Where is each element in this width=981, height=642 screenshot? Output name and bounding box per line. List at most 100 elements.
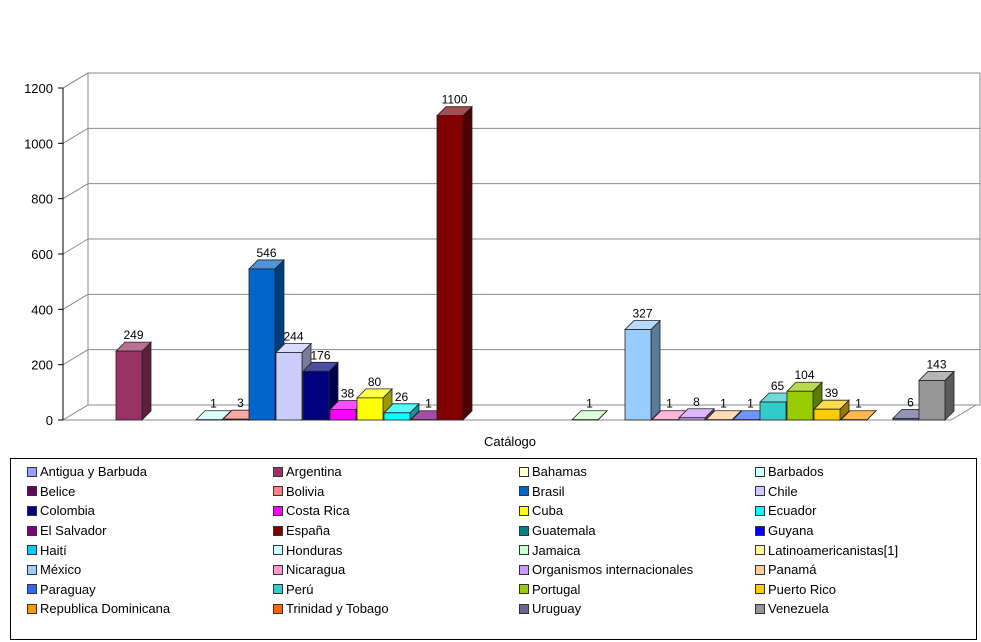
legend-label: Latinoamericanistas[1] <box>768 542 899 558</box>
bar-value-label: 6 <box>907 395 914 409</box>
bar-front <box>786 390 814 421</box>
bar-value-label: 327 <box>632 307 652 321</box>
legend-item: Belice <box>27 482 273 502</box>
legend-label: Barbados <box>768 464 824 480</box>
legend-label: Jamaica <box>532 542 581 558</box>
bar-front <box>302 370 330 421</box>
legend-swatch <box>755 486 765 497</box>
bar-value-label: 176 <box>310 348 330 362</box>
legend-label: Argentina <box>286 464 342 480</box>
legend-label: Costa Rica <box>286 503 350 519</box>
legend-swatch <box>755 545 765 556</box>
legend-swatch <box>755 466 765 477</box>
bar-front <box>436 115 464 421</box>
legend-swatch <box>27 505 37 516</box>
bar-31: 143 <box>918 357 955 421</box>
bar-front <box>678 417 706 421</box>
legend-item: Colombia <box>27 501 273 521</box>
legend-swatch <box>519 525 529 536</box>
legend-item: Venezuela <box>755 599 975 619</box>
legend-item: Latinoamericanistas[1] <box>755 540 975 560</box>
bar-value-label: 80 <box>368 375 382 389</box>
legend-label: El Salvador <box>40 523 107 539</box>
legend-item: Paraguay <box>27 580 273 600</box>
legend-swatch <box>755 505 765 516</box>
y-tick-label: 0 <box>46 413 53 428</box>
legend-item: Ecuador <box>755 501 975 521</box>
bar-value-label: 8 <box>693 395 700 409</box>
bar-value-label: 244 <box>283 329 303 343</box>
bar-20: 327 <box>624 307 661 421</box>
bar-front <box>813 408 841 421</box>
legend-grid: Antigua y Barbuda Argentina Bahamas Barbado… <box>27 462 976 639</box>
bar-front <box>356 397 384 421</box>
legend-swatch <box>273 486 283 497</box>
chart-walls <box>61 72 981 421</box>
legend-item: Chile <box>755 482 975 502</box>
bar-value-label: 1100 <box>442 93 468 107</box>
x-axis-label: Catálogo <box>484 434 536 449</box>
y-tick-label: 1200 <box>24 81 53 96</box>
legend-label: Perú <box>286 581 314 597</box>
legend-item: Republica Dominicana <box>27 599 273 619</box>
legend-label: Venezuela <box>768 601 829 617</box>
legend-label: Brasil <box>532 483 565 499</box>
legend-label: Guyana <box>768 523 814 539</box>
legend-item: Argentina <box>273 462 519 482</box>
legend-item: Portugal <box>519 580 755 600</box>
legend-label: Colombia <box>40 503 95 519</box>
legend-swatch <box>27 466 37 477</box>
y-tick-label: 800 <box>31 192 53 207</box>
gridline-side <box>62 183 89 200</box>
legend-label: Uruguay <box>532 601 582 617</box>
bar-front <box>275 352 303 421</box>
bar-value-label: 39 <box>825 386 839 400</box>
bar-front <box>115 350 143 421</box>
y-tick-label: 400 <box>31 302 53 317</box>
gridline-side <box>62 72 89 89</box>
bar-front <box>624 329 652 421</box>
legend-swatch <box>519 564 529 575</box>
legend-swatch <box>519 545 529 556</box>
legend-swatch <box>273 545 283 556</box>
legend-label: Paraguay <box>40 581 96 597</box>
legend-item: Bolivia <box>273 482 519 502</box>
bar-front <box>918 380 946 421</box>
legend-swatch <box>519 486 529 497</box>
bar-front <box>248 268 276 421</box>
legend-item: Guatemala <box>519 521 755 541</box>
legend-swatch <box>755 525 765 536</box>
legend-swatch <box>519 466 529 477</box>
bar-front <box>759 401 787 421</box>
bar-value-label: 1 <box>586 397 593 411</box>
bar-front <box>892 417 920 421</box>
legend-label: Republica Dominicana <box>40 601 171 617</box>
bar-28: 1 <box>840 397 877 421</box>
gridline-side <box>62 238 89 255</box>
legend-item: Puerto Rico <box>755 580 975 600</box>
bar-side <box>141 341 152 421</box>
legend-item: Guyana <box>755 521 975 541</box>
legend-label: Chile <box>768 483 798 499</box>
bar-value-label: 1 <box>210 397 217 411</box>
bar-26: 104 <box>786 368 823 421</box>
legend-item: Bahamas <box>519 462 755 482</box>
legend-label: Nicaragua <box>286 562 346 578</box>
legend-item: Brasil <box>519 482 755 502</box>
legend-item: Organismos internacionales <box>519 560 755 580</box>
legend-swatch <box>27 486 37 497</box>
legend-item: Costa Rica <box>273 501 519 521</box>
legend-label: Ecuador <box>768 503 817 519</box>
bar-value-label: 1 <box>720 397 727 411</box>
legend-swatch <box>273 525 283 536</box>
bar-value-label: 143 <box>926 357 946 371</box>
legend-label: Guatemala <box>532 523 596 539</box>
legend-swatch <box>755 564 765 575</box>
bar-side <box>462 105 473 421</box>
gridline-side <box>62 127 89 144</box>
legend-label: Bolivia <box>286 483 325 499</box>
legend-label: Portugal <box>532 581 581 597</box>
bar-23: 1 <box>705 397 742 421</box>
legend-label: Cuba <box>532 503 564 519</box>
legend-swatch <box>519 603 529 614</box>
